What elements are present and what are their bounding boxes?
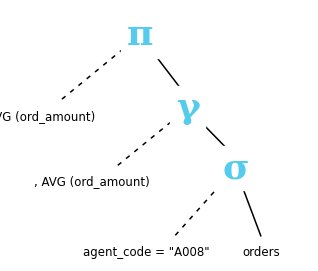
Text: σ: σ <box>222 151 249 185</box>
Text: agent_code = "A008": agent_code = "A008" <box>83 246 210 259</box>
Text: , AVG (ord_amount): , AVG (ord_amount) <box>34 175 150 188</box>
Text: AVG (ord_amount): AVG (ord_amount) <box>0 110 95 123</box>
Text: π: π <box>127 18 153 52</box>
Text: γ: γ <box>176 91 200 125</box>
Text: orders: orders <box>242 246 280 259</box>
